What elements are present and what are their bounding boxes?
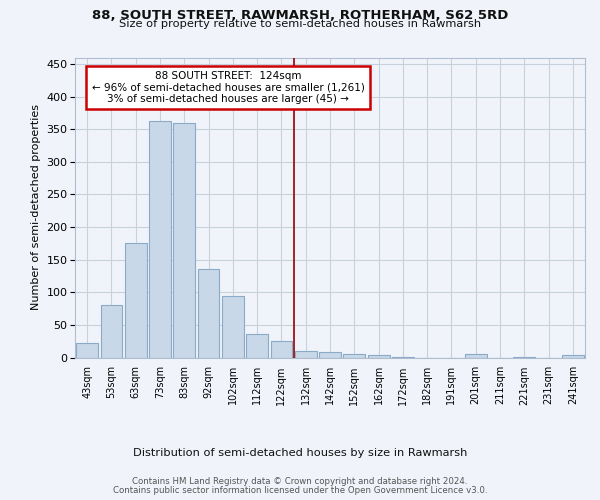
Bar (101, 306, 122, 358)
Bar (125, 244, 146, 358)
Text: 88, SOUTH STREET, RAWMARSH, ROTHERHAM, S62 5RD: 88, SOUTH STREET, RAWMARSH, ROTHERHAM, S… (92, 9, 508, 22)
Bar (465, 354, 487, 358)
Bar (392, 357, 414, 358)
Bar (562, 355, 584, 358)
Text: Size of property relative to semi-detached houses in Rawmarsh: Size of property relative to semi-detach… (119, 19, 481, 29)
Y-axis label: Number of semi-detached properties: Number of semi-detached properties (31, 104, 41, 310)
Bar (514, 357, 535, 358)
Bar (246, 334, 268, 357)
Bar (149, 121, 171, 358)
Bar (271, 340, 292, 357)
Text: 88 SOUTH STREET:  124sqm
← 96% of semi-detached houses are smaller (1,261)
3% of: 88 SOUTH STREET: 124sqm ← 96% of semi-de… (92, 71, 364, 104)
Bar (343, 354, 365, 358)
Text: Contains HM Land Registry data © Crown copyright and database right 2024.: Contains HM Land Registry data © Crown c… (132, 477, 468, 486)
Bar (368, 355, 389, 358)
Bar (197, 269, 220, 358)
Bar (295, 351, 317, 358)
Bar (76, 343, 98, 357)
Text: Contains public sector information licensed under the Open Government Licence v3: Contains public sector information licen… (113, 486, 487, 495)
Text: Distribution of semi-detached houses by size in Rawmarsh: Distribution of semi-detached houses by … (133, 448, 467, 458)
Bar (222, 296, 244, 358)
Bar (319, 352, 341, 358)
Bar (173, 122, 195, 358)
